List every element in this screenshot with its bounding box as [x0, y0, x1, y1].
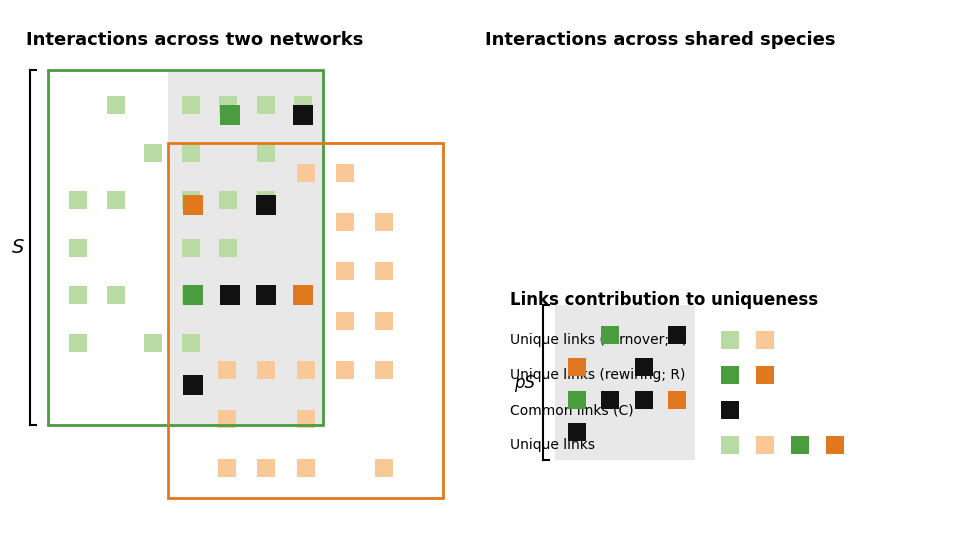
Bar [336, 361, 353, 379]
Bar [107, 191, 125, 209]
Bar [297, 459, 315, 477]
Bar [374, 213, 393, 231]
Bar [826, 436, 844, 454]
Bar [256, 144, 275, 161]
Bar [220, 105, 240, 125]
Bar [183, 285, 203, 305]
Bar [374, 361, 393, 379]
Text: Unique links (turnover; T): Unique links (turnover; T) [510, 333, 687, 347]
Bar [69, 239, 87, 256]
Bar [336, 213, 353, 231]
Bar [107, 286, 125, 304]
Bar [181, 334, 200, 352]
Bar [601, 326, 619, 344]
Bar [144, 144, 162, 161]
Bar [297, 361, 315, 379]
Bar [218, 361, 236, 379]
Bar [293, 105, 313, 125]
Bar [721, 436, 739, 454]
Bar [721, 401, 739, 419]
Bar [756, 436, 774, 454]
Bar [183, 195, 203, 215]
Bar [374, 459, 393, 477]
Bar [374, 262, 393, 280]
Bar [336, 262, 353, 280]
Bar [168, 70, 323, 425]
Text: Unique links: Unique links [510, 438, 595, 452]
Bar [181, 144, 200, 161]
Text: pS: pS [515, 374, 536, 391]
Bar [256, 195, 276, 215]
Bar [257, 361, 276, 379]
Bar [218, 459, 236, 477]
Bar [668, 390, 686, 409]
Bar [183, 375, 203, 395]
Bar [69, 191, 87, 209]
Bar [297, 164, 315, 182]
Text: Interactions across shared species: Interactions across shared species [485, 31, 835, 49]
Bar [181, 191, 200, 209]
Text: Links contribution to uniqueness: Links contribution to uniqueness [510, 291, 818, 309]
Bar [257, 459, 276, 477]
Bar [756, 331, 774, 349]
Bar [756, 366, 774, 384]
Bar [219, 96, 237, 114]
Bar [294, 96, 312, 114]
Bar [256, 191, 275, 209]
Bar [374, 361, 393, 379]
Bar [721, 366, 739, 384]
Text: Interactions across two networks: Interactions across two networks [26, 31, 364, 49]
Bar [336, 361, 353, 379]
Bar [601, 390, 619, 409]
Bar [168, 143, 443, 498]
Bar [48, 70, 323, 425]
Bar [721, 331, 739, 349]
Bar [144, 334, 162, 352]
Bar [568, 359, 586, 376]
Bar [336, 164, 353, 182]
Text: Unique links (rewiring; R): Unique links (rewiring; R) [510, 368, 685, 382]
Bar [555, 305, 695, 460]
Text: S: S [12, 238, 24, 257]
Bar [256, 285, 276, 305]
Bar [293, 285, 313, 305]
Bar [374, 312, 393, 329]
Bar [69, 286, 87, 304]
Bar [668, 326, 686, 344]
Bar [181, 286, 200, 304]
Bar [220, 285, 240, 305]
Bar [635, 359, 653, 376]
Bar [218, 410, 236, 428]
Bar [568, 423, 586, 441]
Bar [181, 96, 200, 114]
Bar [297, 410, 315, 428]
Bar [635, 390, 653, 409]
Bar [791, 436, 809, 454]
Text: Common links (C): Common links (C) [510, 403, 634, 417]
Bar [256, 96, 275, 114]
Bar [69, 334, 87, 352]
Bar [107, 96, 125, 114]
Bar [336, 312, 353, 329]
Bar [219, 191, 237, 209]
Bar [219, 239, 237, 256]
Bar [568, 390, 586, 409]
Bar [181, 239, 200, 256]
